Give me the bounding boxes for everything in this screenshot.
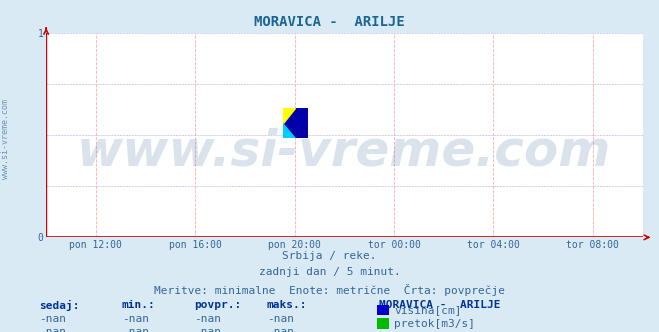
Text: -nan: -nan	[194, 327, 221, 332]
Text: Meritve: minimalne  Enote: metrične  Črta: povprečje: Meritve: minimalne Enote: metrične Črta:…	[154, 284, 505, 296]
Polygon shape	[283, 109, 308, 138]
Text: višina[cm]: višina[cm]	[394, 305, 461, 316]
Text: MORAVICA -  ARILJE: MORAVICA - ARILJE	[254, 15, 405, 29]
Text: povpr.:: povpr.:	[194, 300, 242, 310]
Text: -nan: -nan	[122, 314, 149, 324]
Text: -nan: -nan	[40, 314, 67, 324]
Text: zadnji dan / 5 minut.: zadnji dan / 5 minut.	[258, 267, 401, 277]
Text: MORAVICA -  ARILJE: MORAVICA - ARILJE	[379, 300, 500, 310]
Text: -nan: -nan	[122, 327, 149, 332]
Text: Srbija / reke.: Srbija / reke.	[282, 251, 377, 261]
Text: -nan: -nan	[40, 327, 67, 332]
Text: www.si-vreme.com: www.si-vreme.com	[1, 100, 10, 179]
Text: maks.:: maks.:	[267, 300, 307, 310]
Text: www.si-vreme.com: www.si-vreme.com	[77, 127, 612, 176]
Text: pretok[m3/s]: pretok[m3/s]	[394, 319, 475, 329]
Text: -nan: -nan	[267, 327, 294, 332]
Text: sedaj:: sedaj:	[40, 300, 80, 311]
Polygon shape	[283, 124, 295, 138]
Text: -nan: -nan	[194, 314, 221, 324]
Polygon shape	[283, 109, 295, 124]
Text: -nan: -nan	[267, 314, 294, 324]
Text: min.:: min.:	[122, 300, 156, 310]
